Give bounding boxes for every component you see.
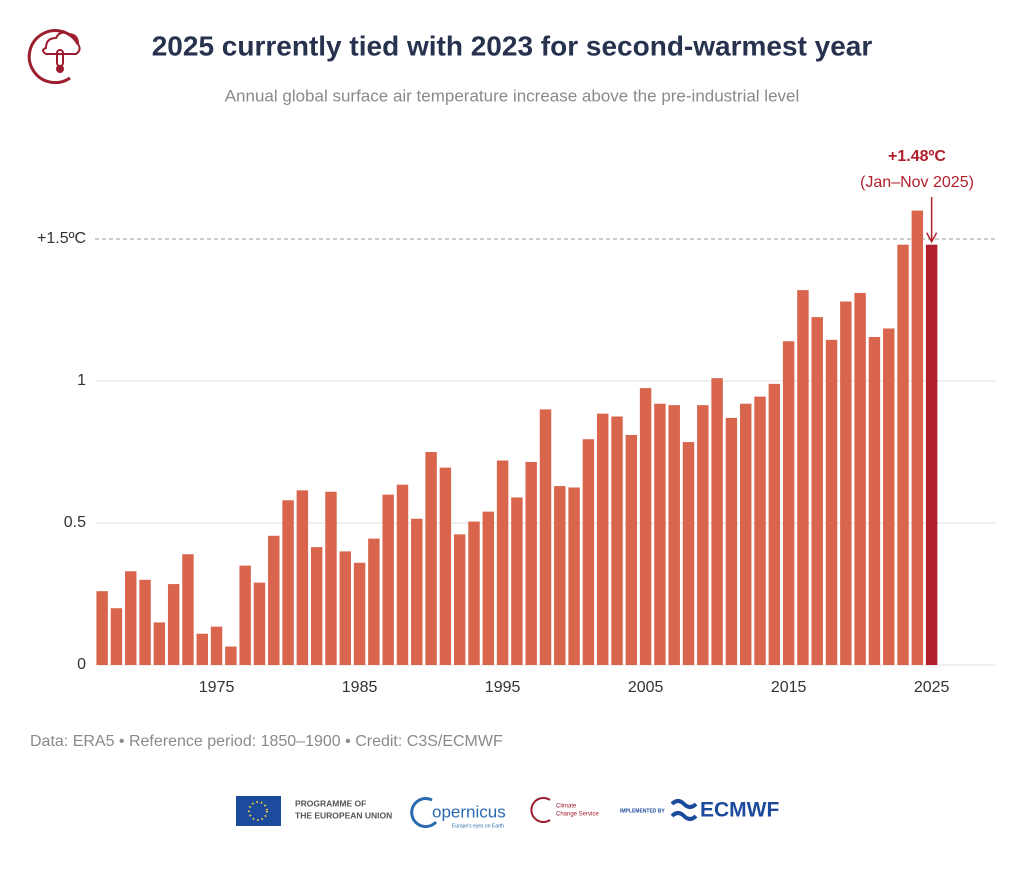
ecmwf-text: ECMWF [700, 799, 779, 822]
c3s-text: Change Service [556, 812, 599, 818]
bar [868, 336, 881, 665]
bar [125, 571, 137, 665]
bar [525, 461, 537, 665]
x-tick-label: 2005 [628, 679, 664, 696]
bar [225, 646, 237, 665]
bar [811, 317, 823, 665]
bar [268, 535, 280, 665]
annotation-note: (Jan–Nov 2025) [860, 174, 974, 191]
x-tick-label: 1985 [342, 679, 378, 696]
bar [411, 518, 423, 665]
bar [582, 439, 595, 665]
bar [697, 405, 709, 665]
bar [682, 442, 695, 665]
copernicus-text: opernicus [432, 802, 506, 821]
x-tick-label: 2015 [771, 679, 807, 696]
bar [654, 403, 666, 665]
bar [296, 490, 309, 665]
x-tick-label: 1995 [485, 679, 521, 696]
copernicus-tagline: Europe's eyes on Earth [452, 823, 504, 829]
bar [611, 416, 623, 665]
eu-flag [236, 796, 281, 826]
annotation-arrowhead [925, 232, 938, 244]
bar [768, 383, 781, 665]
y-tick-label: +1.5ºC [37, 230, 86, 247]
y-tick-label: 1 [77, 372, 86, 389]
implemented-text: IMPLEMENTED BY [620, 808, 665, 814]
bar [196, 633, 208, 665]
bar [554, 486, 566, 665]
bar [883, 328, 895, 665]
footnote: Data: ERA5 • Reference period: 1850–1900… [30, 733, 503, 750]
bar [711, 378, 723, 665]
c3s-text: Climate [556, 804, 577, 810]
bar [596, 413, 609, 665]
annotation: +1.48ºC [888, 148, 946, 165]
bar [740, 403, 752, 665]
bar [625, 434, 638, 665]
bar [139, 579, 151, 665]
bar [568, 487, 580, 665]
bar [182, 554, 194, 665]
bar [496, 460, 509, 665]
bar [511, 497, 523, 665]
y-tick-label: 0 [77, 656, 86, 673]
copernicus-c [410, 797, 438, 828]
bar [382, 494, 394, 665]
bar [854, 292, 866, 665]
logos: PROGRAMME OF THE EUROPEAN UNION opernicu… [236, 796, 779, 829]
bar [253, 582, 266, 665]
chart-subtitle: Annual global surface air temperature in… [225, 86, 800, 105]
bar [110, 608, 123, 665]
chart-title: 2025 currently tied with 2023 for second… [152, 30, 873, 61]
bar [353, 562, 366, 665]
c3s-icon [27, 29, 81, 85]
bar [239, 565, 251, 665]
bar [840, 301, 852, 665]
x-tick-label: 2025 [914, 679, 950, 696]
bar [897, 244, 909, 665]
bar [825, 339, 838, 665]
bar [725, 417, 738, 665]
bar [482, 511, 495, 665]
bar [539, 409, 552, 665]
bar [153, 622, 166, 665]
bar [167, 584, 180, 665]
bar [325, 491, 337, 665]
bar [668, 405, 680, 665]
eu-stars [248, 801, 268, 821]
eu-text: PROGRAMME OF [295, 798, 366, 808]
bar [782, 341, 795, 665]
bar [925, 244, 938, 665]
bar [282, 500, 294, 665]
bar [368, 538, 380, 665]
eu-text: THE EUROPEAN UNION [295, 810, 392, 820]
bar [468, 521, 480, 665]
bar [639, 388, 652, 665]
bar [754, 396, 766, 665]
bar [310, 547, 323, 665]
bar [339, 551, 351, 665]
bar [797, 290, 809, 665]
ecmwf-mark [670, 799, 698, 821]
bar [453, 534, 466, 665]
bar [96, 591, 108, 665]
y-tick-label: 0.5 [64, 514, 86, 531]
c3s-logo [530, 797, 551, 823]
bar [210, 626, 223, 665]
bar [911, 210, 924, 665]
bar [439, 467, 452, 665]
bar [425, 452, 437, 665]
x-tick-label: 1975 [199, 679, 235, 696]
bar [396, 484, 409, 665]
